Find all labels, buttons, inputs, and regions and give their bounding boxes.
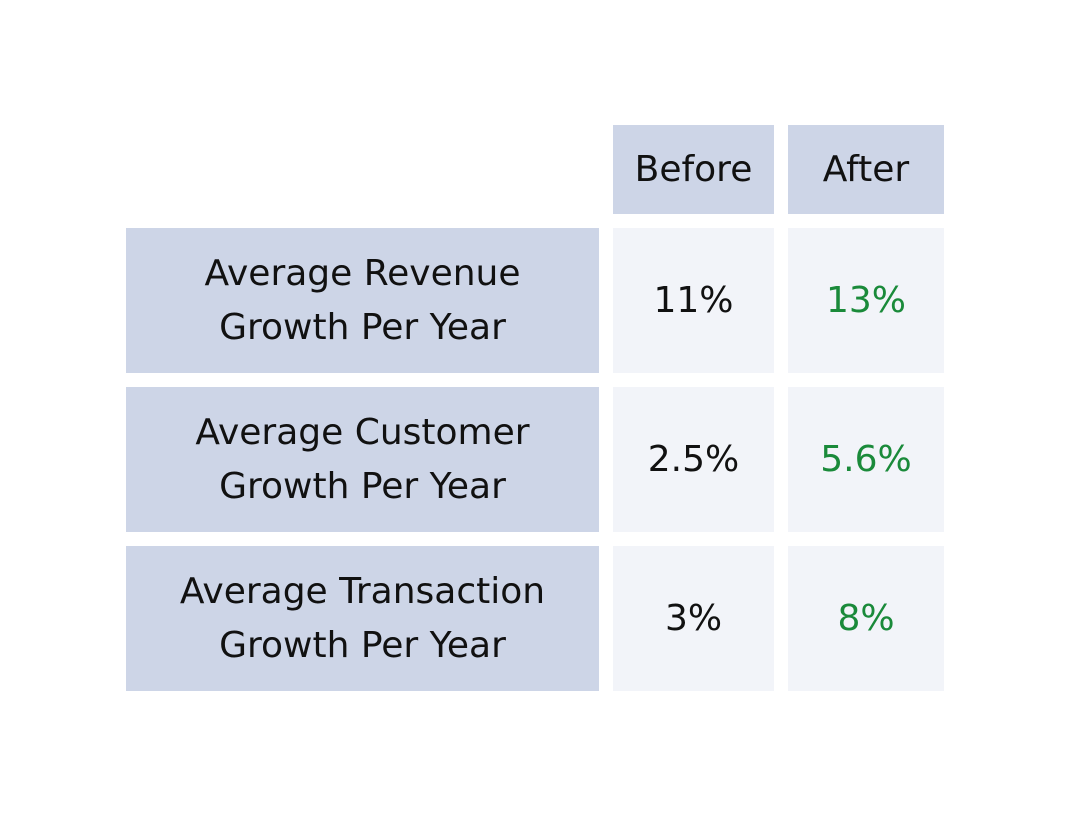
column-header-before: Before bbox=[613, 125, 774, 214]
column-header-after: After bbox=[788, 125, 944, 214]
before-value-customer: 2.5% bbox=[613, 387, 774, 532]
before-value-transaction: 3% bbox=[613, 546, 774, 691]
before-value-revenue: 11% bbox=[613, 228, 774, 373]
row-label-transaction: Average Transaction Growth Per Year bbox=[126, 546, 599, 691]
after-value-customer: 5.6% bbox=[788, 387, 944, 532]
after-value-revenue: 13% bbox=[788, 228, 944, 373]
after-value-transaction: 8% bbox=[788, 546, 944, 691]
row-label-revenue: Average Revenue Growth Per Year bbox=[126, 228, 599, 373]
row-label-customer: Average Customer Growth Per Year bbox=[126, 387, 599, 532]
